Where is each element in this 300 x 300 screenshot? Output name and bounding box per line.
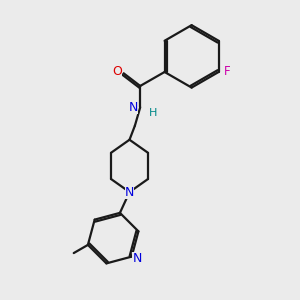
Text: H: H	[148, 108, 157, 118]
Text: N: N	[125, 186, 134, 199]
Text: N: N	[129, 101, 138, 114]
Text: F: F	[224, 65, 230, 79]
Text: O: O	[112, 64, 122, 78]
Text: N: N	[132, 253, 142, 266]
